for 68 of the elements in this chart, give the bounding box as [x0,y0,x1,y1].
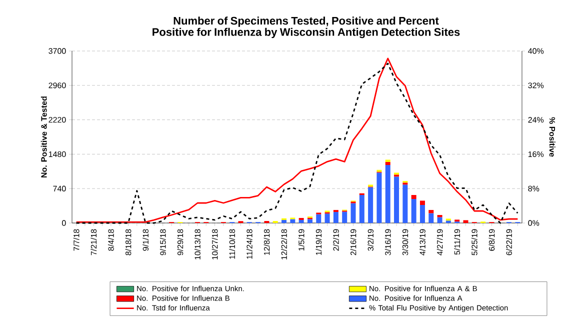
x-tick-label: 6/8/19 [488,229,495,251]
y-tick-label: 1480 [48,151,66,158]
x-tick-label: 10/27/18 [212,229,218,260]
bar [411,199,416,223]
x-tick-label: 1/5/19 [298,229,304,250]
bar [333,212,338,223]
y-tick-label: 0 [62,220,66,226]
bar [428,210,434,214]
y-tick-label: 3700 [48,48,66,54]
bar [359,195,364,223]
bar [307,219,312,223]
y2-tick-label: 16% [528,151,544,158]
x-tick-label: 3/2/19 [368,229,374,251]
bar [342,212,348,223]
y-axis-title: No. Positive & Tested [40,96,47,178]
y2-axis-title: % Positive [549,117,556,157]
x-tick-label: 11/10/18 [229,229,236,259]
y2-tick-label: 24% [528,116,544,123]
bar [350,203,356,223]
bar [463,220,468,223]
bar [316,214,322,223]
x-tick-label: 8/18/18 [125,229,132,256]
bar [290,219,296,223]
bar [376,172,382,223]
y2-tick-label: 0% [528,220,540,226]
y-tick-label: 2960 [48,82,66,88]
bar [333,210,338,212]
y-tick-label: 2220 [48,116,66,123]
bar [437,214,442,218]
y-tick-label: 740 [53,186,66,192]
bar [324,214,330,223]
x-tick-label: 9/15/18 [160,229,166,256]
bar [411,195,416,200]
bar [428,213,434,223]
y2-tick-label: 8% [528,186,540,192]
x-tick-label: 7/7/18 [73,229,80,251]
x-tick-label: 12/8/18 [264,229,270,255]
x-tick-label: 5/25/19 [471,229,478,256]
x-tick-label: 4/27/19 [436,229,443,256]
x-tick-label: 3/30/19 [402,229,408,256]
x-tick-label: 2/16/19 [350,229,356,256]
bar [385,162,390,166]
x-tick-label: 5/11/19 [454,229,460,255]
x-tick-label: 12/22/18 [281,229,287,260]
bar [394,176,400,223]
bar [385,160,390,162]
bar [437,217,442,223]
x-tick-label: 4/13/19 [420,229,426,256]
bar [385,165,390,223]
x-tick-label: 9/29/18 [177,229,184,256]
x-tick-label: 8/4/18 [108,229,114,251]
bar [368,187,374,223]
bar [420,200,425,206]
x-tick-label: 11/24/18 [246,229,252,259]
x-tick-label: 10/13/18 [194,229,200,260]
x-tick-label: 7/21/18 [90,229,97,256]
y2-tick-label: 40% [528,48,544,54]
y2-tick-label: 32% [528,82,544,88]
x-tick-label: 6/22/19 [506,229,512,256]
x-tick-label: 2/2/19 [332,229,339,251]
bar [420,205,425,223]
bar [298,220,304,223]
bar [402,184,408,223]
x-tick-label: 1/19/19 [316,229,322,255]
x-tick-label: 3/16/19 [384,229,391,256]
bar [282,220,287,223]
x-tick-label: 9/1/18 [142,229,148,251]
chart-title: Number of Specimens Tested, Positive and Percent Positive for Influenza by Wisconsin Antigen Detection Sites [152,16,460,38]
